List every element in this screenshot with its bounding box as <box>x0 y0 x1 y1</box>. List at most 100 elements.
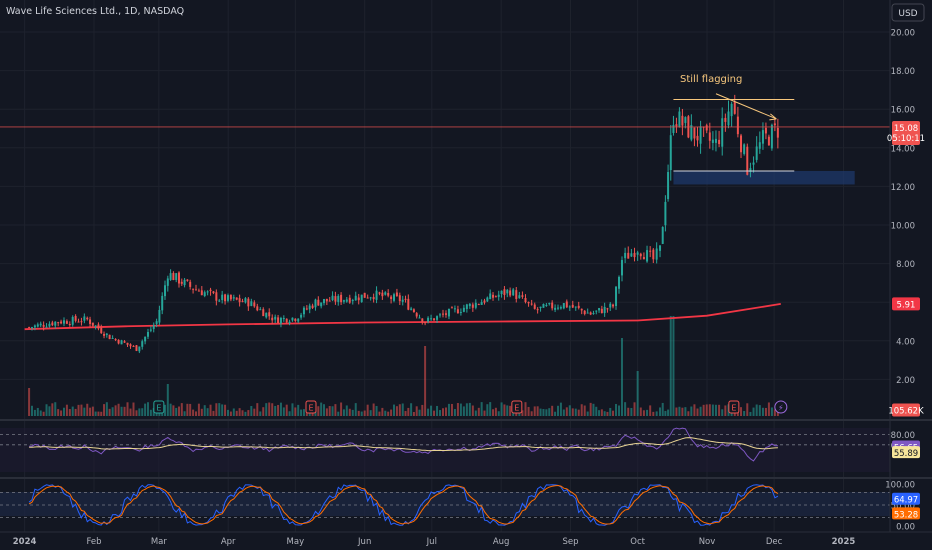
volume-bar-243 <box>740 407 743 416</box>
volume-bar-83 <box>268 402 271 416</box>
candle-body-146 <box>450 307 453 309</box>
time-label-aug: Aug <box>493 537 510 547</box>
volume-bar-24 <box>97 411 100 416</box>
candle-body-39 <box>141 341 144 347</box>
volume-bar-54 <box>183 411 186 416</box>
volume-bar-149 <box>459 403 462 416</box>
volume-bar-105 <box>331 406 334 416</box>
candle-body-211 <box>642 257 645 260</box>
candle-body-172 <box>527 301 530 304</box>
event-marker-0[interactable]: E <box>153 400 165 414</box>
rsi-tick-0: 80.00 <box>891 431 915 441</box>
currency-button[interactable]: USD <box>891 3 925 22</box>
candle-body-58 <box>194 289 197 291</box>
candle-body-194 <box>592 313 595 315</box>
candle-body-27 <box>105 333 108 335</box>
event-marker-3[interactable]: E <box>728 400 740 414</box>
candle-body-136 <box>421 318 424 323</box>
candle-body-203 <box>618 276 621 289</box>
candle-body-81 <box>262 309 265 317</box>
price-tick-4: 12.00 <box>891 183 915 193</box>
price-tick-1: 18.00 <box>891 67 915 77</box>
candle-body-103 <box>325 298 328 302</box>
trend-drawings[interactable] <box>0 93 890 172</box>
event-marker-1[interactable]: E <box>305 400 317 414</box>
price-tick-9: 2.00 <box>896 376 915 386</box>
rsi-ma-line <box>29 437 778 452</box>
volume-bar-7 <box>48 406 51 416</box>
candle-body-177 <box>542 304 545 308</box>
candle-body-214 <box>652 249 655 260</box>
candle-body-118 <box>369 297 372 299</box>
volume-bar-137 <box>424 346 427 416</box>
stoch-k-value-tag-bg <box>892 492 920 505</box>
rsi-lines <box>29 427 778 462</box>
candle-body-20 <box>86 317 89 320</box>
volume-bar-177 <box>542 409 545 416</box>
candle-body-134 <box>415 313 418 317</box>
candle-body-40 <box>144 336 147 342</box>
lightning-icon: ⚡ <box>778 404 784 413</box>
volume-bar-182 <box>557 405 560 416</box>
candle-body-71 <box>232 297 235 299</box>
rsi-ma-value-tag: 55.89 <box>892 446 920 459</box>
candle-body-38 <box>138 346 141 352</box>
earnings-badge-label: E <box>156 404 161 413</box>
event-marker-2[interactable]: E <box>511 400 523 414</box>
volume-bar-136 <box>421 404 424 416</box>
stoch-lines <box>28 484 779 526</box>
support-zone <box>673 170 855 185</box>
candle-body-179 <box>548 303 551 305</box>
candle-body-157 <box>483 300 486 303</box>
volume-bar-170 <box>521 410 524 416</box>
candle-body-155 <box>477 304 480 306</box>
volume-bar-103 <box>325 408 328 416</box>
time-label-may: May <box>287 537 305 547</box>
earnings-badge-frame <box>305 400 317 414</box>
candle-body-66 <box>218 300 221 302</box>
candle-body-164 <box>503 289 506 295</box>
candle-body-227 <box>690 125 693 140</box>
volume-bar-202 <box>615 403 618 416</box>
volume-bar-27 <box>105 402 108 416</box>
annotation-text[interactable]: Still flagging <box>680 74 742 85</box>
volume-bar-160 <box>492 409 495 416</box>
candle-body-31 <box>117 339 120 344</box>
candle-body-55 <box>186 279 189 281</box>
candle-body-90 <box>288 321 291 324</box>
volume-bar-249 <box>758 405 761 416</box>
candle-body-143 <box>442 313 444 315</box>
volume-bar-128 <box>398 404 401 416</box>
candle-body-77 <box>250 301 253 306</box>
volume-bar-66 <box>218 403 221 416</box>
candle-body-74 <box>241 300 244 302</box>
candle-body-112 <box>351 299 354 302</box>
ma-value-tag-bg <box>892 297 920 311</box>
candle-body-53 <box>180 281 183 284</box>
candle-body-42 <box>149 329 152 331</box>
volume-bar-205 <box>624 402 627 416</box>
candle-body-131 <box>407 298 410 310</box>
candle-body-25 <box>100 327 103 334</box>
earnings-badge-frame <box>728 400 740 414</box>
chart-title: Wave Life Sciences Ltd., 1D, NASDAQ <box>6 6 184 17</box>
volume-bar-93 <box>297 404 300 416</box>
candle-body-98 <box>311 305 314 308</box>
time-label-sep: Sep <box>563 537 579 547</box>
candle-body-212 <box>646 250 649 262</box>
volume-bar-4 <box>39 410 42 416</box>
candle-body-2 <box>33 325 36 328</box>
candle-body-162 <box>497 294 500 297</box>
candle-body-28 <box>108 334 111 340</box>
event-marker-4[interactable]: ⚡ <box>774 400 788 414</box>
candle-body-15 <box>71 316 74 325</box>
candle-body-22 <box>91 322 94 326</box>
event-markers[interactable]: E E E E ⚡ <box>153 400 788 414</box>
candle-body-197 <box>600 308 603 314</box>
volume-bar-118 <box>369 410 372 416</box>
volume-bar-156 <box>480 402 483 416</box>
volume-bar-213 <box>649 405 652 416</box>
candle-body-54 <box>183 279 186 286</box>
stoch-d-value-tag-bg <box>892 507 920 520</box>
